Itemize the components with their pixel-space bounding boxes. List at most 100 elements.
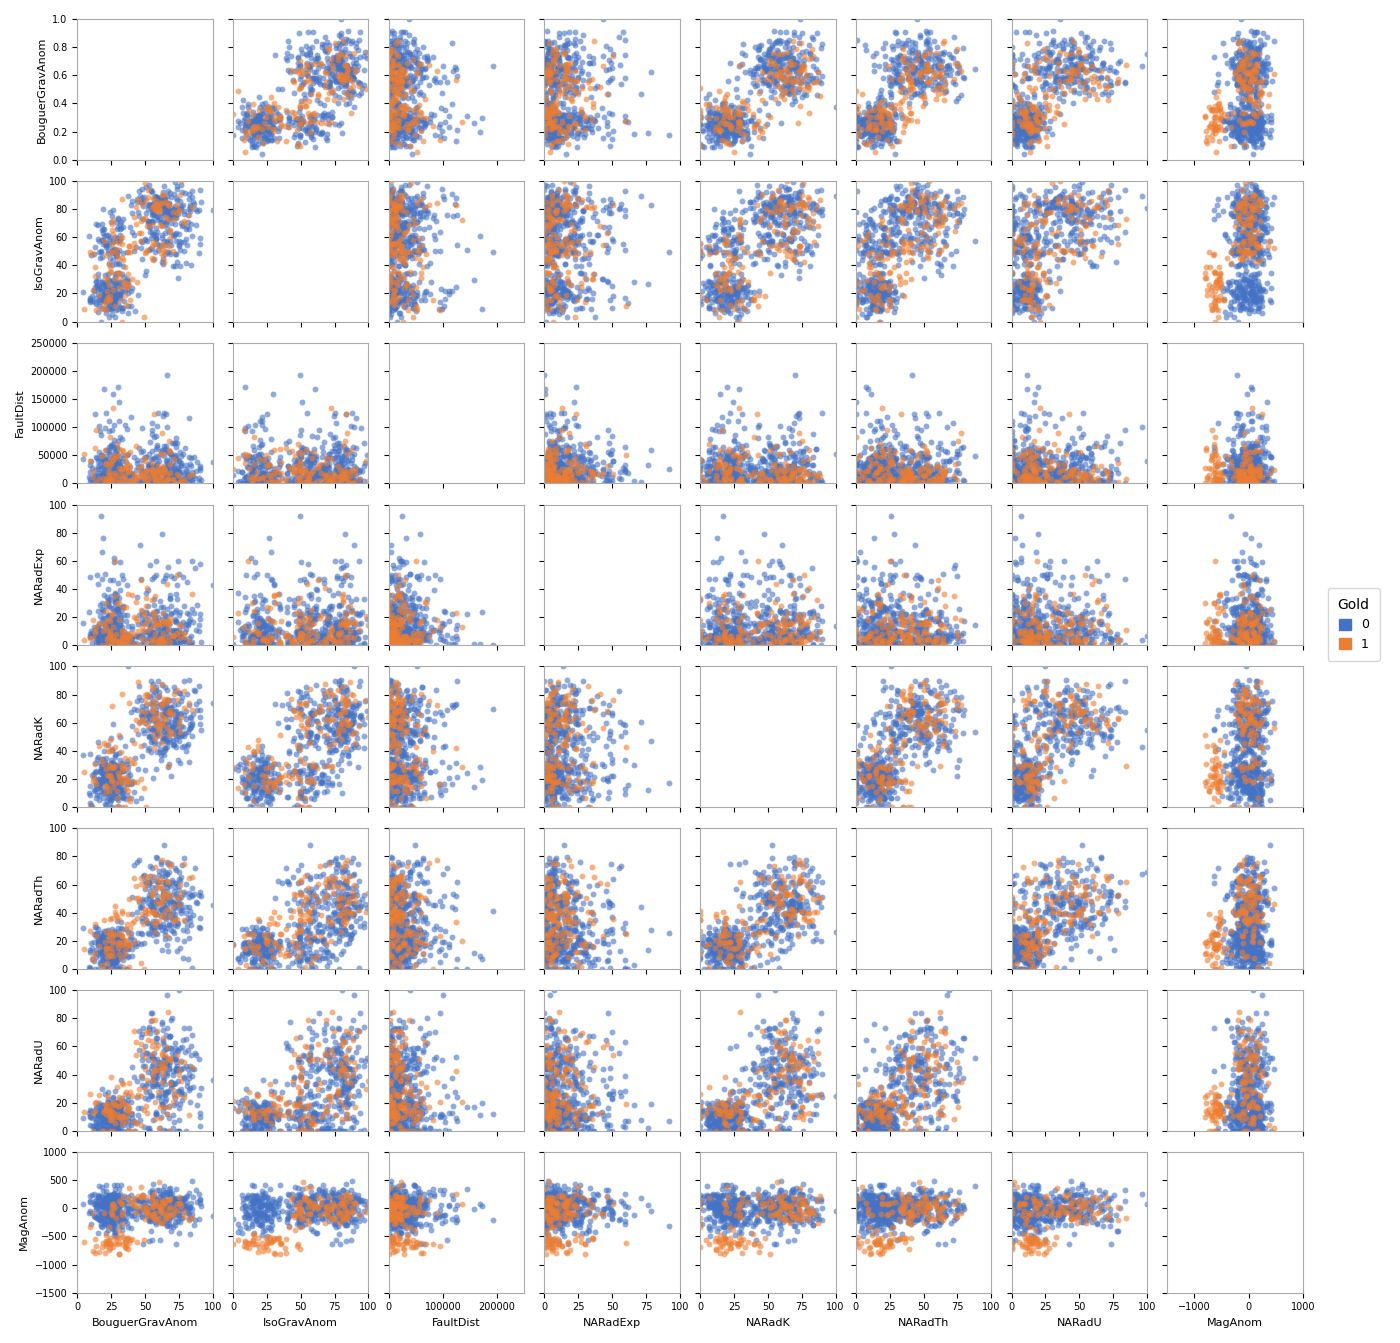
Point <box>165 459 188 481</box>
Point <box>1042 698 1064 720</box>
Point <box>143 921 165 943</box>
Point <box>101 1112 123 1133</box>
Point <box>1049 453 1071 474</box>
Point <box>844 626 867 647</box>
Point <box>781 629 804 650</box>
Point <box>1228 42 1250 63</box>
Point <box>564 1060 587 1081</box>
Point <box>379 1027 402 1049</box>
Point <box>1063 1223 1085 1245</box>
Point <box>563 1077 585 1099</box>
Point <box>560 1205 582 1226</box>
Point <box>1245 455 1267 477</box>
Point <box>763 860 785 881</box>
Point <box>872 727 895 748</box>
Point <box>287 763 309 784</box>
Point <box>864 1194 886 1215</box>
Point <box>552 1035 574 1057</box>
Point <box>393 1112 416 1133</box>
Point <box>1243 604 1266 626</box>
Point <box>237 471 259 493</box>
Point <box>393 1120 416 1142</box>
Point <box>924 463 946 485</box>
Point <box>706 242 728 263</box>
Point <box>853 281 875 302</box>
Point <box>381 1104 403 1125</box>
Point <box>1070 469 1092 490</box>
Point <box>561 242 584 263</box>
Point <box>783 598 805 619</box>
Point <box>1238 767 1260 788</box>
Point <box>1011 591 1033 612</box>
Point <box>868 600 890 622</box>
Point <box>406 203 428 224</box>
Point <box>1040 1205 1063 1226</box>
Point <box>1060 223 1082 244</box>
Point <box>1228 919 1250 940</box>
Point <box>104 1112 126 1133</box>
Point <box>715 289 738 310</box>
Point <box>1019 457 1042 478</box>
Point <box>182 678 204 700</box>
Point <box>910 197 932 219</box>
Point <box>403 772 426 794</box>
Point <box>801 218 823 239</box>
Point <box>130 223 153 244</box>
Point <box>556 439 578 461</box>
Point <box>237 1120 259 1142</box>
Point <box>540 1186 563 1207</box>
Point <box>724 243 746 265</box>
Point <box>305 62 328 83</box>
Point <box>720 1120 742 1142</box>
Point <box>1078 913 1100 935</box>
Point <box>916 1209 938 1230</box>
Point <box>378 1234 400 1256</box>
Point <box>1035 285 1057 306</box>
Point <box>330 59 353 81</box>
Point <box>742 106 764 128</box>
Point <box>539 290 561 312</box>
Point <box>409 729 431 751</box>
Point <box>903 48 925 70</box>
Point <box>389 110 412 132</box>
Point <box>1208 780 1231 802</box>
Point <box>1007 270 1029 291</box>
Point <box>1025 279 1047 301</box>
Point <box>384 756 406 778</box>
Point <box>1070 710 1092 732</box>
Point <box>942 204 965 226</box>
Point <box>795 215 818 236</box>
Point <box>1250 933 1273 955</box>
Point <box>336 62 358 83</box>
Point <box>1245 917 1267 939</box>
Point <box>1018 931 1040 952</box>
Point <box>385 951 407 972</box>
Point <box>536 1197 559 1218</box>
Point <box>575 461 598 482</box>
Point <box>850 279 872 301</box>
Point <box>727 281 749 302</box>
Point <box>322 1058 344 1080</box>
Point <box>330 861 353 882</box>
Point <box>1219 772 1242 794</box>
Point <box>857 1112 879 1133</box>
Point <box>105 244 127 266</box>
Point <box>546 75 568 97</box>
Point <box>1001 627 1023 649</box>
Point <box>307 455 329 477</box>
Point <box>557 1189 580 1210</box>
Point <box>708 447 731 469</box>
Point <box>1022 291 1044 313</box>
Point <box>844 752 867 774</box>
Point <box>696 469 718 490</box>
Point <box>179 1197 202 1218</box>
Point <box>717 469 739 490</box>
Point <box>97 439 119 461</box>
Point <box>300 723 322 744</box>
Point <box>388 1044 410 1065</box>
Point <box>872 101 895 122</box>
Point <box>854 1111 876 1132</box>
Point <box>392 1185 414 1206</box>
Point <box>1252 783 1274 804</box>
Point <box>715 465 738 486</box>
